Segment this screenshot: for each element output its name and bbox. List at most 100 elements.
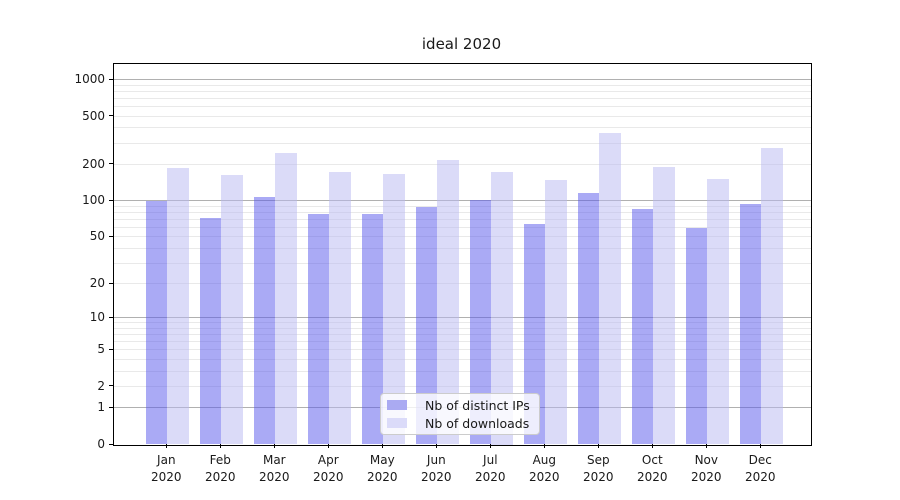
bar-downloads [221,175,243,445]
chart-title: ideal 2020 [421,35,502,53]
bar-downloads [761,148,783,445]
legend-entry-downloads: Nb of downloads [387,414,533,432]
legend-entry-distinct-ips: Nb of distinct IPs [387,396,533,414]
x-tick-label: Feb 2020 [205,453,236,484]
bar-distinct-ips [361,214,384,445]
gridline-minor [114,205,811,207]
y-tick-label: 50 [89,229,105,244]
bar-distinct-ips [307,214,330,445]
y-tick-mark [109,316,113,318]
bar-distinct-ips [577,193,600,445]
bar-downloads [329,172,351,445]
bar-downloads [167,167,189,445]
bar-distinct-ips [415,207,438,445]
gridline-minor [114,262,811,264]
x-tick-label: Nov 2020 [691,453,722,484]
y-tick-label: 200 [82,156,105,171]
y-tick-label: 5 [97,342,105,357]
y-tick-label: 0 [97,437,105,451]
y-tick-mark [109,78,113,80]
bar-distinct-ips [469,199,492,445]
bar-downloads [653,167,675,445]
bar-distinct-ips [253,197,276,445]
gridline-minor [114,97,811,99]
gridline-minor [114,84,811,86]
x-tick-label: May 2020 [367,453,398,484]
bar-downloads [707,178,729,445]
gridline-minor [114,163,811,165]
y-tick-mark [109,235,113,237]
gridline-minor [114,115,811,117]
x-tick-label: Jul 2020 [475,453,506,484]
x-tick-label: Mar 2020 [259,453,290,484]
y-tick-mark [109,282,113,284]
x-tick-mark [759,444,761,448]
x-tick-label: Dec 2020 [745,453,776,484]
x-tick-label: Apr 2020 [313,453,344,484]
x-tick-mark [165,444,167,448]
gridline-minor [114,322,811,324]
gridline-minor [114,211,811,213]
bar-distinct-ips [631,208,654,445]
legend: Nb of distinct IPs Nb of downloads [380,393,540,435]
y-tick-label: 20 [89,276,105,291]
gridline-minor [114,385,811,387]
bar-distinct-ips [523,223,546,445]
x-tick-mark [597,444,599,448]
x-tick-mark [651,444,653,448]
bar-downloads [599,132,621,445]
gridline-minor [114,349,811,351]
bar-distinct-ips [685,228,708,445]
plot-area [113,63,812,446]
x-tick-mark [705,444,707,448]
gridline-minor [114,127,811,129]
legend-label-downloads: Nb of downloads [425,415,530,431]
bar-downloads [383,173,405,445]
y-tick-label: 500 [82,108,105,123]
gridline-minor [114,226,811,228]
y-tick-label: 1000 [74,72,105,87]
gridline-minor [114,90,811,92]
x-tick-mark [435,444,437,448]
x-tick-label: Jan 2020 [151,453,182,484]
y-tick-mark [109,385,113,387]
x-tick-mark [273,444,275,448]
gridline-minor [114,105,811,107]
y-tick-mark [109,199,113,201]
bar-distinct-ips [739,204,762,445]
legend-label-distinct-ips: Nb of distinct IPs [425,397,530,413]
gridline-minor [114,247,811,249]
gridline-minor [114,358,811,360]
bar-downloads [491,171,513,445]
y-tick-label: 2 [97,378,105,393]
x-tick-label: Sep 2020 [583,453,614,484]
y-tick-mark [109,348,113,350]
y-tick-mark [109,406,113,408]
y-tick-label: 10 [89,310,105,325]
gridline-minor [114,334,811,336]
y-tick-mark [109,115,113,117]
x-tick-mark [543,444,545,448]
x-tick-label: Aug 2020 [529,453,560,484]
x-tick-label: Jun 2020 [421,453,452,484]
gridline-minor [114,327,811,329]
x-tick-mark [489,444,491,448]
gridline-major [114,317,811,319]
x-tick-mark [219,444,221,448]
y-tick-mark [109,163,113,165]
legend-swatch-distinct-ips-icon [387,400,407,410]
gridline-minor [114,370,811,372]
gridline-major [114,79,811,81]
gridline-minor [114,341,811,343]
gridline-minor [114,283,811,285]
legend-swatch-downloads-icon [387,418,407,428]
gridline-major [114,200,811,202]
bar-distinct-ips [199,217,222,445]
y-tick-label: 100 [82,193,105,208]
gridline-minor [114,218,811,220]
gridline-minor [114,236,811,238]
y-tick-label: 1 [97,400,105,415]
bar-downloads [275,152,297,445]
bar-downloads [545,179,567,445]
